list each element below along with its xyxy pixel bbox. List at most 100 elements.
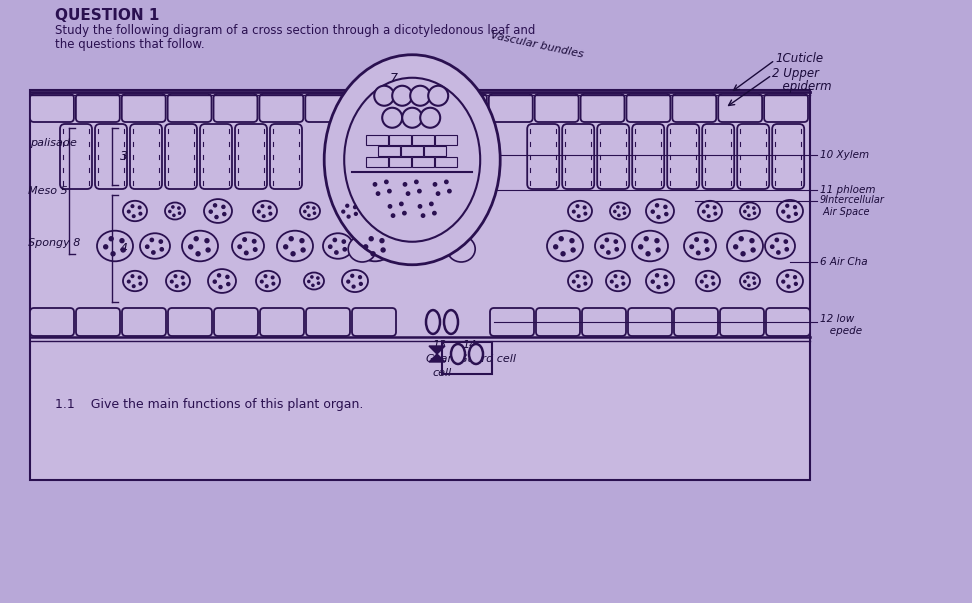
Circle shape (403, 183, 406, 186)
Ellipse shape (300, 203, 320, 219)
Ellipse shape (777, 200, 803, 222)
Ellipse shape (397, 175, 429, 201)
Circle shape (132, 215, 135, 218)
Circle shape (371, 252, 375, 256)
Circle shape (614, 240, 617, 243)
Circle shape (739, 237, 744, 241)
FancyBboxPatch shape (404, 232, 420, 244)
Ellipse shape (123, 201, 147, 221)
FancyBboxPatch shape (165, 124, 197, 189)
Circle shape (777, 251, 781, 254)
FancyBboxPatch shape (235, 124, 267, 189)
Circle shape (182, 276, 184, 279)
Circle shape (787, 215, 790, 218)
Ellipse shape (696, 271, 720, 291)
Ellipse shape (97, 231, 133, 261)
FancyBboxPatch shape (527, 124, 559, 189)
Text: Meso 5: Meso 5 (28, 186, 68, 196)
Ellipse shape (411, 197, 443, 223)
Text: 1.1    Give the main functions of this plant organ.: 1.1 Give the main functions of this plan… (55, 398, 364, 411)
Bar (412, 134, 434, 145)
Circle shape (434, 183, 436, 186)
Circle shape (785, 274, 788, 277)
Bar (366, 134, 388, 145)
Circle shape (712, 276, 714, 279)
Circle shape (622, 282, 625, 285)
FancyBboxPatch shape (351, 94, 395, 122)
Ellipse shape (632, 231, 668, 261)
Circle shape (179, 212, 181, 214)
Circle shape (388, 189, 391, 193)
Ellipse shape (646, 199, 674, 223)
Circle shape (613, 210, 616, 213)
Circle shape (382, 108, 402, 128)
Circle shape (226, 283, 229, 286)
Circle shape (303, 210, 306, 213)
Circle shape (655, 274, 659, 277)
Circle shape (573, 210, 575, 213)
Circle shape (194, 237, 198, 241)
Circle shape (657, 215, 660, 219)
Circle shape (329, 245, 331, 248)
Circle shape (607, 251, 610, 254)
Circle shape (614, 275, 617, 277)
Circle shape (704, 275, 707, 277)
Ellipse shape (610, 203, 630, 219)
Circle shape (573, 280, 575, 283)
Circle shape (146, 245, 149, 248)
Bar (378, 146, 399, 156)
Circle shape (744, 280, 746, 283)
Circle shape (781, 210, 784, 213)
FancyBboxPatch shape (167, 94, 212, 122)
Circle shape (706, 285, 708, 288)
Circle shape (260, 280, 263, 283)
Circle shape (771, 245, 774, 248)
FancyBboxPatch shape (535, 94, 578, 122)
Circle shape (561, 252, 565, 256)
Circle shape (172, 206, 174, 208)
Circle shape (152, 251, 156, 254)
FancyBboxPatch shape (60, 124, 92, 189)
Circle shape (714, 212, 716, 215)
FancyBboxPatch shape (489, 94, 533, 122)
Circle shape (785, 204, 788, 207)
Ellipse shape (204, 199, 232, 223)
Circle shape (664, 276, 667, 279)
Text: 6 Air Cha: 6 Air Cha (820, 257, 868, 267)
FancyBboxPatch shape (329, 136, 344, 148)
Circle shape (139, 212, 142, 215)
Ellipse shape (342, 270, 368, 292)
FancyBboxPatch shape (718, 94, 762, 122)
Circle shape (705, 239, 708, 243)
Bar (435, 157, 457, 167)
Circle shape (182, 282, 185, 285)
Ellipse shape (165, 203, 185, 219)
Circle shape (376, 192, 380, 195)
Text: Guard cell: Guard cell (459, 354, 516, 364)
Circle shape (313, 207, 315, 209)
Ellipse shape (381, 198, 409, 224)
Circle shape (209, 210, 212, 213)
Circle shape (651, 280, 654, 283)
FancyBboxPatch shape (766, 308, 810, 336)
Circle shape (703, 210, 705, 213)
Circle shape (301, 248, 305, 252)
Circle shape (577, 215, 580, 218)
Circle shape (175, 285, 178, 288)
Circle shape (300, 239, 304, 242)
Circle shape (170, 280, 173, 283)
Circle shape (746, 276, 749, 278)
Text: Spongy 8: Spongy 8 (28, 238, 81, 248)
Circle shape (751, 248, 755, 252)
Circle shape (342, 210, 345, 213)
Circle shape (392, 214, 395, 217)
Circle shape (651, 210, 654, 213)
Circle shape (284, 245, 288, 249)
Circle shape (706, 248, 709, 251)
Circle shape (639, 245, 642, 249)
Bar (412, 157, 434, 167)
Circle shape (122, 248, 125, 252)
Ellipse shape (684, 232, 716, 260)
FancyBboxPatch shape (343, 105, 360, 117)
FancyBboxPatch shape (466, 203, 481, 215)
